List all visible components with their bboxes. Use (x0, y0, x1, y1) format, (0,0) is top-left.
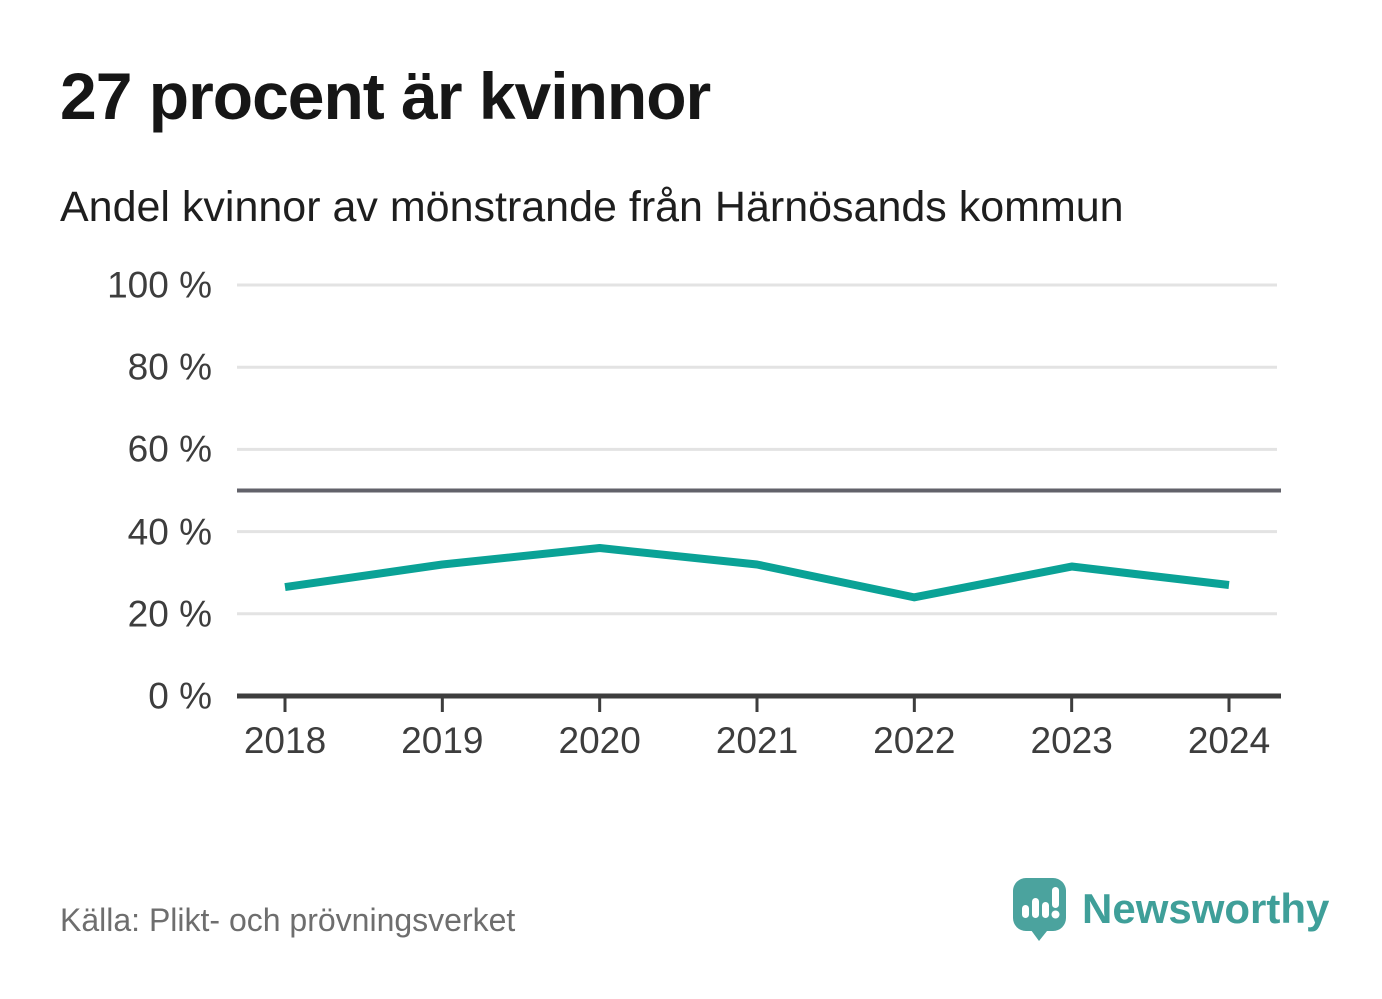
x-axis-tick-label: 2020 (558, 720, 641, 761)
x-axis-tick-label: 2023 (1030, 720, 1113, 761)
chart-subtitle: Andel kvinnor av mönstrande från Härnösa… (60, 183, 1124, 231)
x-axis-tick-label: 2024 (1187, 720, 1271, 761)
newsworthy-logo-icon (1013, 878, 1066, 941)
x-axis-tick-label: 2021 (715, 720, 799, 761)
chart-title: 27 procent är kvinnor (60, 59, 711, 133)
y-axis-tick-label: 60 % (127, 428, 212, 470)
x-axis-tick-label: 2019 (401, 720, 484, 761)
y-axis-tick-label: 40 % (127, 511, 212, 553)
y-axis-tick-label: 20 % (127, 593, 212, 635)
source-note: Källa: Plikt- och prövningsverket (60, 902, 516, 938)
y-axis-tick-label: 0 % (148, 675, 212, 717)
data-line-andel-kvinnor (284, 544, 1230, 602)
newsworthy-brand: Newsworthy (1012, 876, 1329, 942)
y-axis-tick-label: 100 % (107, 264, 212, 306)
brand-wordmark: Newsworthy (1082, 885, 1330, 932)
x-axis-tick-label: 2022 (873, 720, 956, 761)
y-axis-tick-label: 80 % (127, 346, 212, 388)
x-axis-tick-label: 2018 (243, 720, 327, 761)
